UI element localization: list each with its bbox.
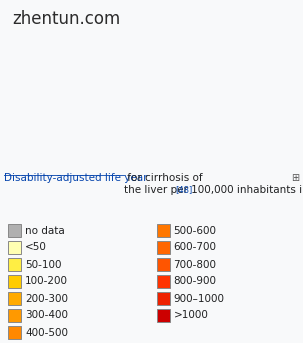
Bar bbox=[8, 292, 21, 305]
Text: 100-200: 100-200 bbox=[25, 276, 68, 286]
Bar bbox=[157, 275, 169, 288]
Bar bbox=[8, 326, 21, 339]
Bar bbox=[157, 241, 169, 254]
Text: Disability-adjusted life year: Disability-adjusted life year bbox=[4, 173, 148, 183]
Text: ⊞: ⊞ bbox=[291, 173, 299, 183]
Text: no data: no data bbox=[25, 225, 65, 236]
Bar bbox=[157, 224, 169, 237]
Text: >1000: >1000 bbox=[174, 310, 208, 320]
Bar bbox=[8, 258, 21, 271]
Bar bbox=[8, 275, 21, 288]
Text: 800-900: 800-900 bbox=[174, 276, 217, 286]
Bar bbox=[8, 309, 21, 322]
Text: 700-800: 700-800 bbox=[174, 260, 217, 270]
Text: 900–1000: 900–1000 bbox=[174, 294, 225, 304]
Text: 400-500: 400-500 bbox=[25, 328, 68, 338]
Text: [48]: [48] bbox=[175, 185, 192, 194]
Bar bbox=[8, 224, 21, 237]
Text: 500-600: 500-600 bbox=[174, 225, 217, 236]
Bar bbox=[8, 241, 21, 254]
Bar bbox=[157, 258, 169, 271]
Text: 50-100: 50-100 bbox=[25, 260, 62, 270]
Bar bbox=[157, 309, 169, 322]
Text: zhentun.com: zhentun.com bbox=[12, 10, 120, 28]
Text: 600-700: 600-700 bbox=[174, 243, 217, 252]
Bar bbox=[157, 292, 169, 305]
Text: 200-300: 200-300 bbox=[25, 294, 68, 304]
Text: for cirrhosis of
the liver per 100,000 inhabitants in 2004.: for cirrhosis of the liver per 100,000 i… bbox=[124, 173, 303, 194]
Text: 300-400: 300-400 bbox=[25, 310, 68, 320]
Text: <50: <50 bbox=[25, 243, 47, 252]
